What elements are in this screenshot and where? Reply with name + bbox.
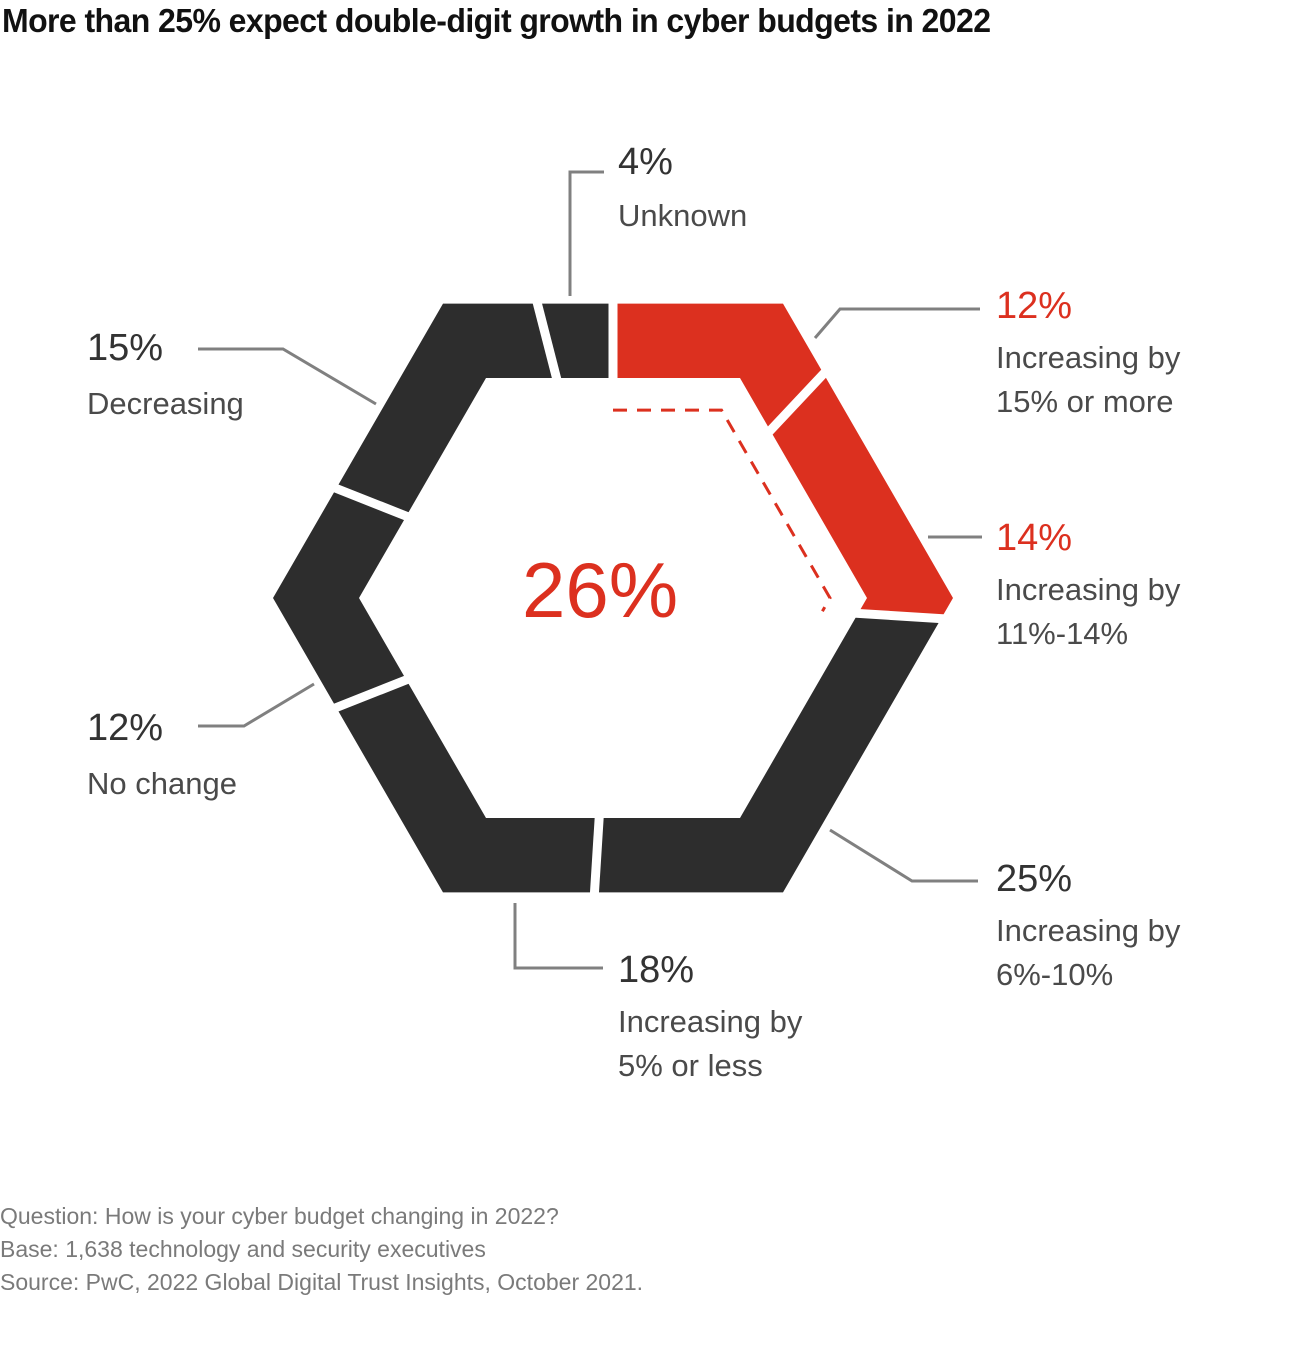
slice-value: 14%	[996, 517, 1073, 559]
slice-desc-line: Increasing by	[996, 340, 1181, 375]
slice-desc-line: Increasing by	[996, 572, 1181, 607]
chart-title: More than 25% expect double-digit growth…	[2, 2, 991, 39]
slice-label-increasing-6-10: 25% Increasing by 6%-10%	[996, 857, 1180, 997]
center-value-label: 26%	[522, 546, 679, 634]
slice-segment-no-change	[273, 488, 407, 708]
slice-label-decreasing: 15% Decreasing	[87, 326, 244, 426]
slice-value: 12%	[87, 707, 164, 749]
slice-desc-line: Unknown	[618, 198, 748, 233]
slice-separator	[589, 812, 604, 898]
slice-label-increasing-15-or-more: 12% Increasing by 15% or more	[996, 284, 1180, 424]
slice-desc-line: Decreasing	[87, 386, 244, 421]
leader-line-2	[829, 828, 978, 883]
slice-separator	[763, 366, 831, 438]
slice-segment-increasing-by-5-or-less	[336, 679, 600, 893]
slice-desc-line: Increasing by	[996, 913, 1181, 948]
slice-segment-decreasing	[336, 303, 557, 517]
footnote-question: Question: How is your cyber budget chang…	[0, 1203, 559, 1229]
slice-separator	[852, 608, 948, 624]
leader-line-0	[813, 307, 980, 339]
slice-desc-line: No change	[87, 766, 237, 801]
leader-line-5	[198, 347, 377, 406]
slice-label-increasing-5-or-less: 18% Increasing by 5% or less	[618, 948, 802, 1088]
slice-separator	[329, 482, 413, 523]
slice-segment-increasing-by-15-or-more	[613, 303, 824, 431]
slice-desc-line: 6%-10%	[996, 957, 1114, 992]
highlight-bracket	[613, 408, 832, 612]
slice-value: 12%	[996, 285, 1073, 327]
footnotes: Question: How is your cyber budget chang…	[0, 1200, 643, 1299]
slice-label-unknown: 4% Unknown	[618, 140, 747, 238]
slice-separator	[531, 297, 563, 385]
slice-segment-increasing-by-6-10-	[594, 613, 942, 893]
slice-label-no-change: 12% No change	[87, 706, 237, 806]
slice-value: 25%	[996, 858, 1073, 900]
leader-line-6	[568, 170, 604, 296]
slice-value: 15%	[87, 327, 164, 369]
slice-value: 18%	[618, 949, 695, 991]
leader-line-4	[198, 682, 315, 728]
slice-segment-increasing-by-11-14-	[770, 373, 953, 619]
slice-desc-line: Increasing by	[618, 1004, 803, 1039]
footnote-base: Base: 1,638 technology and security exec…	[0, 1236, 486, 1262]
footnote-source: Source: PwC, 2022 Global Digital Trust I…	[0, 1269, 644, 1295]
slice-label-increasing-11-14: 14% Increasing by 11%-14%	[996, 516, 1180, 656]
slice-value: 4%	[618, 141, 673, 183]
slice-desc-line: 15% or more	[996, 384, 1174, 419]
slice-desc-line: 11%-14%	[996, 616, 1129, 651]
slice-separator	[329, 673, 413, 714]
slice-desc-line: 5% or less	[618, 1048, 763, 1083]
leader-line-3	[513, 903, 603, 970]
